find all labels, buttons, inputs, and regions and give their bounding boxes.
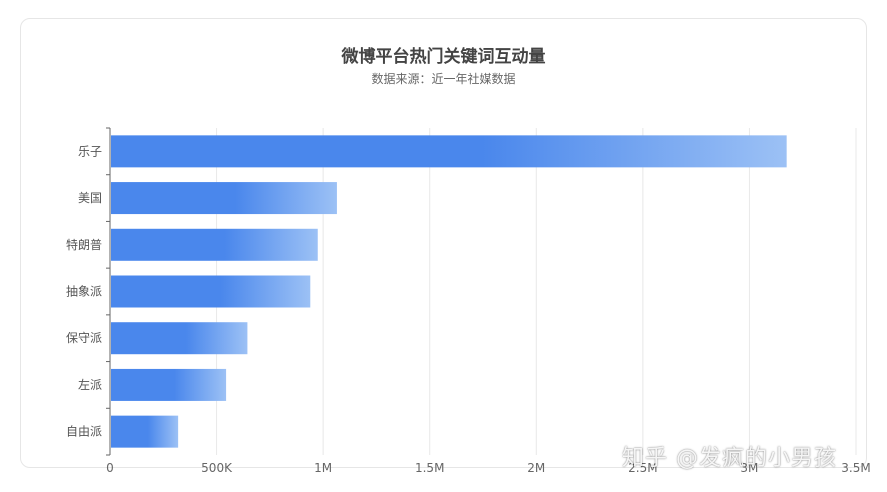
y-tick-label: 乐子 bbox=[78, 144, 102, 158]
chart-title: 微博平台热门关键词互动量 bbox=[341, 47, 546, 67]
y-tick-label: 美国 bbox=[78, 191, 102, 205]
x-tick-label: 1.5M bbox=[415, 461, 444, 475]
x-tick-label: 2M bbox=[527, 461, 545, 475]
bar bbox=[111, 182, 337, 215]
bar bbox=[111, 228, 318, 261]
x-tick-label: 2.5M bbox=[628, 461, 657, 475]
bar bbox=[111, 368, 227, 401]
bar bbox=[111, 275, 311, 308]
y-tick-label: 保守派 bbox=[66, 331, 102, 345]
x-tick-label: 3M bbox=[740, 461, 758, 475]
y-tick-label: 特朗普 bbox=[66, 237, 102, 252]
y-tick-label: 左派 bbox=[78, 377, 102, 392]
bar bbox=[111, 135, 787, 168]
x-tick-label: 3.5M bbox=[841, 461, 870, 475]
y-tick-label: 自由派 bbox=[66, 425, 102, 439]
y-tick-label: 抽象派 bbox=[66, 285, 102, 299]
bar bbox=[111, 322, 248, 355]
x-tick-label: 0 bbox=[106, 461, 114, 475]
bar bbox=[111, 415, 179, 448]
x-tick-label: 500K bbox=[201, 461, 233, 475]
chart-subtitle: 数据来源：近一年社媒数据 bbox=[371, 72, 516, 86]
watermark: 知乎 @发疯的小男孩 bbox=[622, 446, 837, 471]
x-tick-label: 1M bbox=[314, 461, 332, 475]
